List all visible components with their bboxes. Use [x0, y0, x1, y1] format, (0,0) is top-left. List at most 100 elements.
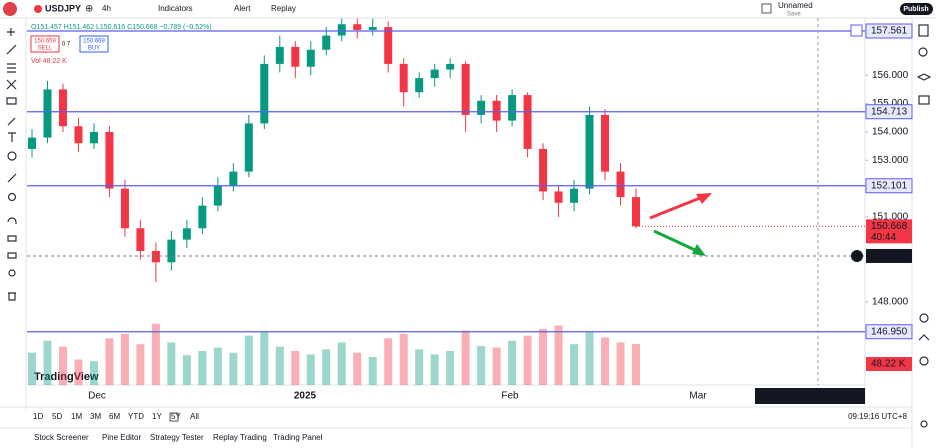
range-btn[interactable]: 1D: [33, 412, 43, 421]
volume-bar: [28, 352, 36, 385]
candle-body: [399, 63, 408, 93]
candle-body: [167, 239, 176, 263]
volume-bar: [415, 349, 424, 385]
volume-bar: [508, 340, 517, 385]
volume-bar: [260, 332, 269, 385]
crosshair-price-bg: [866, 248, 912, 263]
candle-body: [446, 63, 455, 70]
volume-bar: [570, 344, 579, 385]
bottom-tab[interactable]: Stock Screener: [34, 433, 89, 442]
volume-bar: [585, 332, 594, 385]
add-symbol[interactable]: ⊕: [85, 4, 93, 15]
bottom-tab[interactable]: Trading Panel: [273, 433, 323, 442]
sell-label[interactable]: SELL: [38, 46, 53, 52]
candle-body: [461, 63, 470, 115]
replay-btn[interactable]: Replay: [271, 4, 296, 13]
sell-price[interactable]: 150.659: [34, 39, 56, 45]
candle-body: [28, 137, 36, 149]
avatar[interactable]: [3, 2, 17, 16]
volume-bar: [105, 338, 114, 385]
x-tick-label: Feb: [501, 391, 519, 402]
buy-price[interactable]: 150.669: [83, 39, 105, 45]
buy-label[interactable]: BUY: [88, 46, 100, 52]
price-label: 157.561: [871, 26, 908, 37]
range-btn[interactable]: All: [190, 412, 199, 421]
crosshair-price: 149.623: [871, 251, 908, 262]
red-arrowhead: [696, 193, 712, 204]
volume-bar: [368, 356, 377, 385]
y-tick-label: 154.000: [872, 127, 909, 138]
volume-bar: [399, 334, 408, 385]
crosshair-add[interactable]: [851, 249, 863, 262]
publish-btn[interactable]: [900, 3, 933, 15]
indicators-btn[interactable]: Indicators: [158, 4, 193, 13]
price-label: 146.950: [871, 326, 908, 337]
date-range-icon[interactable]: [169, 412, 179, 422]
candle-body: [198, 205, 207, 229]
x-tick-label: Dec: [88, 391, 106, 402]
green-arrowhead: [692, 244, 706, 256]
volume-bar: [632, 344, 640, 385]
green-arrow: [653, 229, 696, 252]
price-label: 154.713: [871, 106, 908, 117]
range-btn[interactable]: YTD: [128, 412, 144, 421]
volume-bar: [151, 323, 160, 385]
candle-body: [368, 27, 377, 30]
ohlc-legend: O151.457 H151.462 L150.616 C150.668 −0.7…: [31, 24, 212, 31]
candle-body: [523, 95, 532, 149]
publish-text[interactable]: Publish: [903, 6, 928, 13]
candle-body: [337, 24, 346, 36]
volume-bar: [616, 342, 625, 385]
candle-body: [89, 131, 98, 144]
candle-body: [43, 89, 52, 138]
candle-body: [74, 126, 83, 144]
bottom-tab[interactable]: Replay Trading: [213, 433, 267, 442]
volume-bar: [229, 352, 238, 385]
bottom-tab[interactable]: Strategy Tester: [150, 433, 204, 442]
range-btn[interactable]: 5Y: [171, 412, 181, 421]
volume-bar: [353, 352, 362, 385]
volume-bar: [322, 349, 331, 385]
volume-bar: [244, 335, 253, 385]
candle-body: [508, 95, 517, 121]
side-panel-icons[interactable]: [916, 24, 932, 428]
y-tick-label: 156.000: [872, 70, 909, 81]
candle-body: [632, 197, 640, 227]
candle-body: [291, 46, 300, 67]
candle-body: [477, 100, 486, 115]
volume-bar: [89, 361, 98, 385]
range-btn[interactable]: 6M: [109, 412, 120, 421]
candle-body: [120, 188, 129, 229]
range-btn[interactable]: 1M: [71, 412, 82, 421]
symbol[interactable]: USDJPY: [45, 3, 81, 13]
volume-bar: [554, 325, 563, 385]
candle-body: [322, 35, 331, 50]
volume-bar: [213, 347, 222, 385]
candle-body: [244, 123, 253, 172]
last-price: 150.668: [871, 221, 908, 232]
buy-btn[interactable]: [79, 35, 109, 53]
candle-body: [136, 228, 145, 251]
volume-bar: [430, 354, 439, 385]
x-tick-label: 2025: [294, 391, 317, 402]
range-btn[interactable]: 5D: [52, 412, 62, 421]
layout-name[interactable]: Unnamed: [778, 1, 813, 10]
range-btn[interactable]: 1Y: [152, 412, 162, 421]
sell-btn[interactable]: [30, 35, 60, 53]
price-label-bg: [865, 324, 913, 340]
line-settings[interactable]: [850, 24, 863, 37]
range-btn[interactable]: 3M: [90, 412, 101, 421]
save-label[interactable]: Save: [787, 12, 801, 18]
volume-bar: [58, 346, 67, 385]
y-tick-label: 153.000: [872, 155, 909, 166]
alert-btn[interactable]: Alert: [234, 4, 251, 13]
volume-bar: [446, 351, 455, 385]
volume-bar: [291, 351, 300, 385]
last-price-bg: [866, 219, 912, 244]
interval[interactable]: 4h: [102, 4, 111, 13]
drawing-tools[interactable]: [6, 28, 17, 301]
candle-body: [306, 49, 315, 67]
layout-icon[interactable]: [761, 3, 772, 14]
bottom-tab[interactable]: Pine Editor: [102, 433, 141, 442]
